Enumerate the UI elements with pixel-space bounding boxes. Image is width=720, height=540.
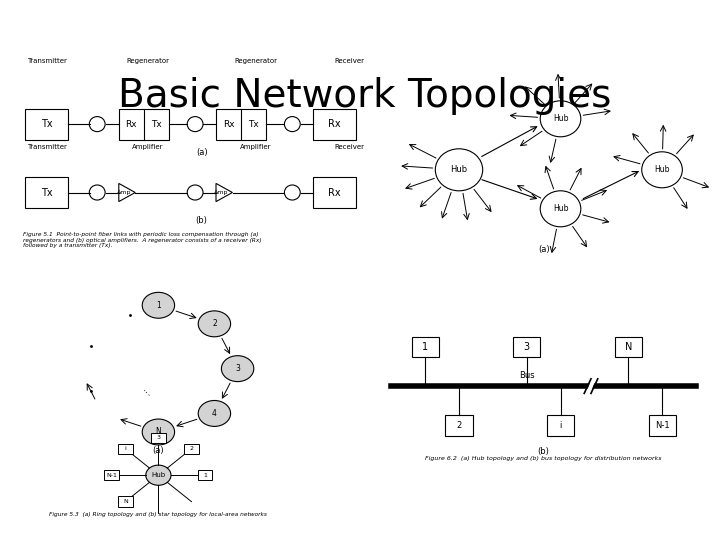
- FancyBboxPatch shape: [547, 415, 574, 436]
- FancyBboxPatch shape: [513, 336, 540, 357]
- Text: N: N: [624, 342, 632, 352]
- Text: Hub: Hub: [151, 472, 166, 478]
- Text: 2: 2: [212, 319, 217, 328]
- FancyBboxPatch shape: [649, 415, 675, 436]
- Text: Hub: Hub: [451, 165, 467, 174]
- Text: Receiver: Receiver: [334, 58, 364, 64]
- Text: Hub: Hub: [553, 114, 568, 123]
- Text: ...: ...: [140, 384, 155, 399]
- Text: Figure 5.3  (a) Ring topology and (b) star topology for local-area networks: Figure 5.3 (a) Ring topology and (b) sta…: [50, 512, 267, 517]
- Text: (a): (a): [196, 148, 207, 157]
- Text: Figure 5.1  Point-to-point fiber links with periodic loss compensation through (: Figure 5.1 Point-to-point fiber links wi…: [23, 232, 262, 248]
- FancyBboxPatch shape: [104, 470, 119, 481]
- Text: Amplifier: Amplifier: [132, 144, 163, 150]
- Text: Regenerator: Regenerator: [126, 58, 169, 64]
- FancyBboxPatch shape: [118, 496, 132, 507]
- Text: 3: 3: [235, 364, 240, 373]
- Text: Regenerator: Regenerator: [234, 58, 277, 64]
- Text: Figure 6.2  (a) Hub topology and (b) bus topology for distribution networks: Figure 6.2 (a) Hub topology and (b) bus …: [426, 456, 662, 461]
- Text: Tx: Tx: [41, 119, 53, 129]
- Circle shape: [222, 356, 254, 382]
- Text: N: N: [123, 499, 127, 504]
- Text: Hub: Hub: [654, 165, 670, 174]
- Text: Amplifier: Amplifier: [240, 144, 271, 150]
- Text: 1: 1: [156, 301, 161, 310]
- Text: i: i: [125, 446, 126, 451]
- Text: Tx: Tx: [41, 187, 53, 198]
- Text: N-1: N-1: [106, 472, 117, 478]
- Text: Rx: Rx: [222, 120, 235, 129]
- FancyBboxPatch shape: [119, 109, 169, 139]
- Circle shape: [198, 311, 230, 337]
- FancyBboxPatch shape: [412, 336, 438, 357]
- Text: Amp: Amp: [117, 190, 132, 195]
- Circle shape: [146, 465, 171, 485]
- FancyBboxPatch shape: [216, 109, 266, 139]
- FancyBboxPatch shape: [446, 415, 472, 436]
- Text: Rx: Rx: [328, 187, 341, 198]
- Text: Transmitter: Transmitter: [27, 58, 67, 64]
- FancyBboxPatch shape: [615, 336, 642, 357]
- Text: Amp: Amp: [215, 190, 229, 195]
- Circle shape: [198, 401, 230, 427]
- Text: 1: 1: [422, 342, 428, 352]
- FancyBboxPatch shape: [184, 443, 199, 454]
- FancyBboxPatch shape: [198, 470, 212, 481]
- Text: Hub: Hub: [553, 204, 568, 213]
- Text: Rx: Rx: [125, 120, 138, 129]
- Text: 2: 2: [456, 421, 462, 430]
- FancyBboxPatch shape: [313, 109, 356, 139]
- Text: (a): (a): [538, 245, 549, 254]
- Text: 3: 3: [156, 435, 161, 440]
- Text: Receiver: Receiver: [334, 144, 364, 150]
- Text: Tx: Tx: [151, 120, 162, 129]
- Text: 4: 4: [212, 409, 217, 418]
- Text: 2: 2: [189, 446, 194, 451]
- Text: Tx: Tx: [248, 120, 259, 129]
- Text: (b): (b): [538, 447, 549, 456]
- Circle shape: [143, 292, 175, 318]
- Text: Bus: Bus: [519, 372, 534, 380]
- Text: (a): (a): [153, 447, 164, 455]
- Text: N-1: N-1: [654, 421, 670, 430]
- Text: N: N: [156, 428, 161, 436]
- FancyBboxPatch shape: [151, 433, 166, 443]
- Text: Transmitter: Transmitter: [27, 144, 67, 150]
- Text: 1: 1: [203, 472, 207, 478]
- FancyBboxPatch shape: [25, 177, 68, 208]
- Text: Rx: Rx: [328, 119, 341, 129]
- FancyBboxPatch shape: [313, 177, 356, 208]
- FancyBboxPatch shape: [118, 443, 132, 454]
- Text: 3: 3: [523, 342, 530, 352]
- Text: (b): (b): [196, 217, 207, 226]
- FancyBboxPatch shape: [25, 109, 68, 139]
- Circle shape: [143, 419, 175, 445]
- Text: i: i: [559, 421, 562, 430]
- Text: Basic Network Topologies: Basic Network Topologies: [118, 77, 611, 115]
